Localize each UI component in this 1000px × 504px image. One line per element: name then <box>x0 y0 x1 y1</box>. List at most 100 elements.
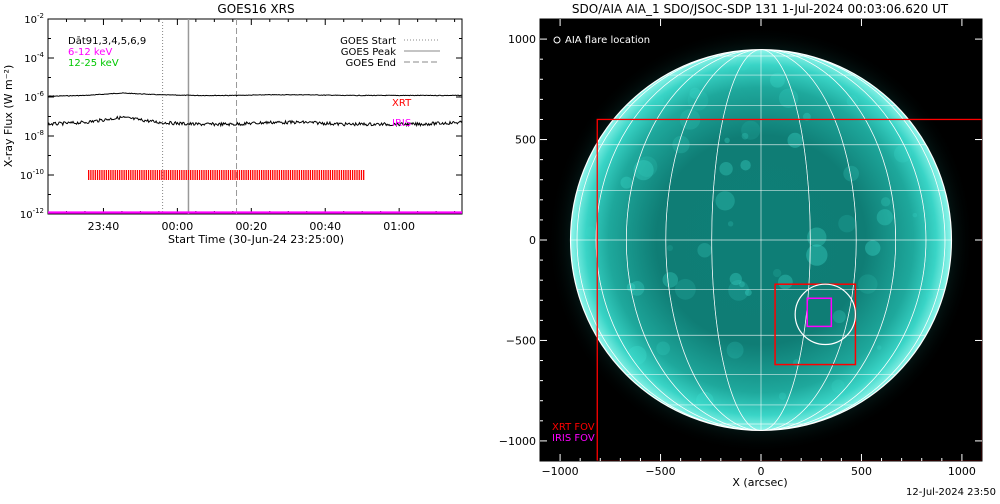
active-region-blob <box>636 156 658 177</box>
goes-x-tick-label: 00:00 <box>162 220 194 233</box>
active-region-blob <box>802 112 811 121</box>
goes-chart-title: GOES16 XRS <box>217 2 294 16</box>
goes-y-axis: 10-12 10-10 10-8 10-6 10-4 10-2 <box>20 12 462 221</box>
goes-y-tick-label: 10-8 <box>24 129 44 143</box>
active-region-blob <box>729 272 742 286</box>
flare-location-circle <box>794 283 857 346</box>
active-region-blob <box>745 289 752 296</box>
active-region-blob <box>787 132 803 148</box>
goes-series-12-25-kev <box>48 92 462 97</box>
aia-y-tick-label: −500 <box>506 334 536 347</box>
active-region-blob <box>778 274 793 290</box>
active-region-blob <box>655 96 665 106</box>
flare-legend-icon <box>553 36 561 44</box>
active-region-blob <box>666 245 674 252</box>
active-region-blob <box>697 405 703 411</box>
aia-axes: −1000 −500 0 500 1000 −1000 −500 0 500 1000 <box>499 19 982 478</box>
iris-fov-box <box>806 297 833 328</box>
active-region-blob <box>912 212 918 218</box>
longitude-line <box>625 49 897 431</box>
active-region-blob <box>880 197 891 207</box>
active-region-blob <box>627 345 647 365</box>
goes-x-axis-label: Start Time (30-Jun-24 23:25:00) <box>168 233 344 246</box>
xrt-fov-small-box <box>774 283 857 366</box>
active-region-blob <box>719 162 733 176</box>
longitude-line <box>576 49 946 431</box>
goes-y-axis-label: X-ray Flux (W m⁻²) <box>2 65 15 167</box>
iris-label: IRIS <box>392 118 411 129</box>
longitude-line <box>595 49 927 431</box>
active-region-blob <box>741 120 761 140</box>
active-region-blob <box>715 191 735 211</box>
iris-fov-label: IRIS FOV <box>552 433 595 444</box>
goes-y-tick-label: 10-10 <box>20 168 44 182</box>
active-region-blob <box>620 176 633 189</box>
active-region-blob <box>736 56 751 71</box>
active-region-blob <box>831 379 845 393</box>
active-region-blob <box>629 281 645 296</box>
active-region-blob <box>697 243 712 258</box>
goes-x-tick-label: 00:40 <box>309 220 341 233</box>
aia-x-tick-label: 0 <box>758 465 765 478</box>
aia-y-tick-label: 500 <box>515 134 536 147</box>
active-region-blob <box>857 274 878 294</box>
active-region-blob <box>662 272 679 288</box>
legend-6-12-kev: 6-12 keV <box>68 47 112 58</box>
active-region-blob <box>741 132 749 140</box>
flare-legend-label: AIA flare location <box>565 35 650 46</box>
goes-series-6-12-kev <box>47 115 463 128</box>
goes-x-tick-label: 00:20 <box>235 220 267 233</box>
active-region-blob <box>739 281 745 288</box>
goes-y-tick-label: 10-12 <box>20 207 44 221</box>
goes-x-axis: 23:40 00:00 00:20 00:40 01:00 <box>65 19 456 233</box>
active-region-blob <box>728 279 750 301</box>
active-region-blob <box>689 87 701 99</box>
goes-series-lines <box>47 19 463 214</box>
active-region-blob <box>633 159 654 181</box>
active-region-blob <box>740 160 751 171</box>
aia-x-tick-label: −1000 <box>541 465 578 478</box>
xrt-observation-marks <box>88 170 365 180</box>
render-timestamp: 12-Jul-2024 23:50 <box>905 487 996 498</box>
aia-y-tick-label: −1000 <box>499 435 536 448</box>
goes-legend-left: Dāt91,3,4,5,6,9 6-12 keV 12-25 keV <box>68 36 146 69</box>
active-region-blob <box>585 226 597 238</box>
longitude-line <box>711 49 811 431</box>
longitude-line <box>665 49 857 431</box>
legend-goes-peak: GOES Peak <box>341 47 396 58</box>
aia-y-tick-label: 1000 <box>508 33 536 46</box>
active-region-blob <box>865 240 881 256</box>
aia-title: SDO/AIA AIA_1 SDO/JSOC-SDP 131 1-Jul-202… <box>572 2 949 16</box>
active-region-blob <box>893 145 912 163</box>
active-region-blob <box>876 345 882 350</box>
active-region-blob <box>843 165 859 182</box>
active-region-blob <box>772 268 782 278</box>
goes-x-tick-label: 01:00 <box>383 220 415 233</box>
aia-y-tick-label: 0 <box>529 234 536 247</box>
legend-goes-start: GOES Start <box>340 36 396 47</box>
active-region-blob <box>770 72 785 88</box>
aia-x-tick-label: 1000 <box>948 465 976 478</box>
active-region-blob <box>876 209 893 226</box>
goes-y-tick-label: 10-4 <box>24 51 44 65</box>
active-region-blob <box>778 392 787 400</box>
active-region-blob <box>807 227 827 247</box>
legend-detector-label: Dāt91,3,4,5,6,9 <box>68 36 146 47</box>
goes-legend-right: GOES Start GOES Peak GOES End <box>340 36 440 69</box>
active-region-blob <box>806 244 828 266</box>
active-region-blob <box>832 310 846 324</box>
xrt-fov-label: XRT FOV <box>552 422 595 433</box>
active-region-blob <box>838 214 856 233</box>
goes-y-tick-label: 10-6 <box>24 90 44 104</box>
goes-chart: GOES16 XRS 10-12 10-10 10-8 10-6 10-4 10-2 23… <box>2 2 463 246</box>
legend-12-25-kev: 12-25 keV <box>68 58 119 69</box>
active-region-blob <box>724 137 730 144</box>
aia-image-panel: SDO/AIA AIA_1 SDO/JSOC-SDP 131 1-Jul-202… <box>499 2 983 489</box>
legend-goes-end: GOES End <box>346 58 396 69</box>
aia-x-tick-label: −500 <box>645 465 675 478</box>
active-region-blob <box>656 341 671 356</box>
active-region-blob <box>925 291 934 300</box>
xrt-label: XRT <box>392 98 412 109</box>
aia-x-axis-label: X (arcsec) <box>732 476 787 489</box>
